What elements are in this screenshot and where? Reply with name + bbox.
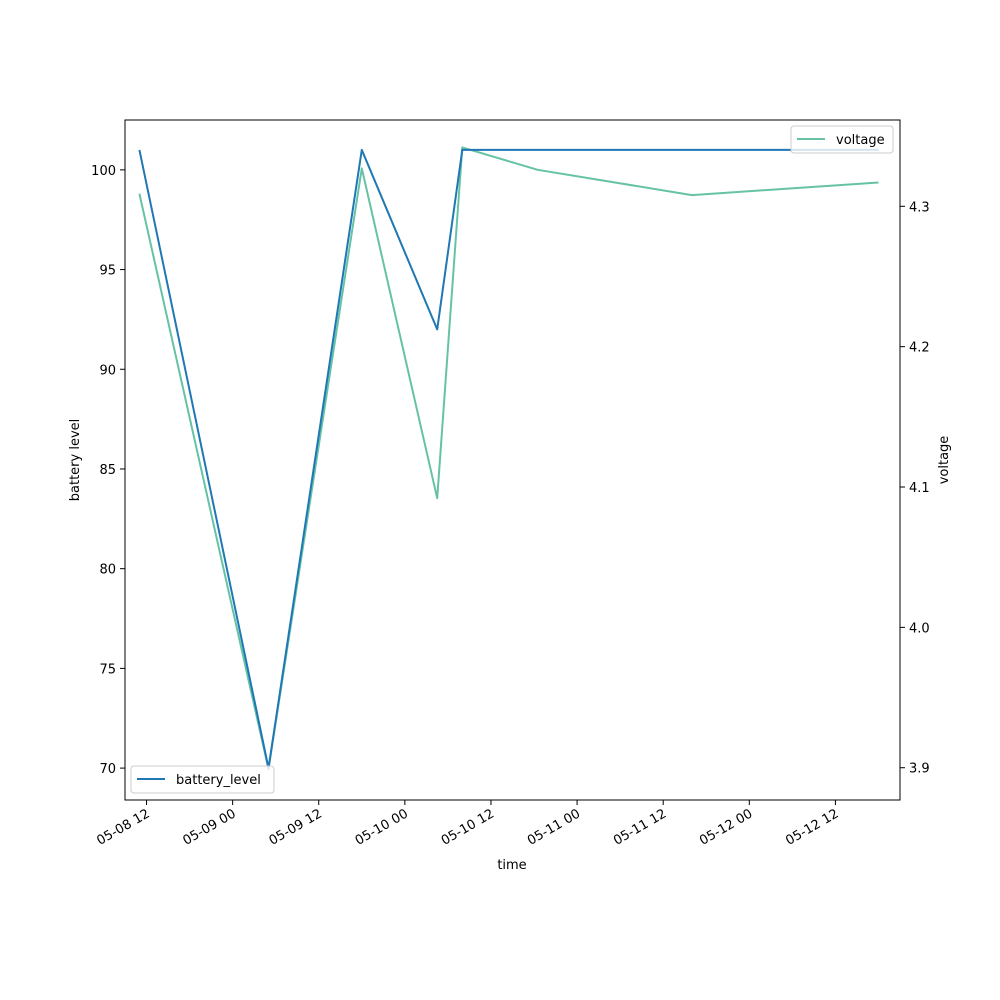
left-y-axis: 70 75 80 85 90 95 100	[91, 164, 125, 777]
right-y-tick-label: 4.1	[909, 481, 930, 496]
left-y-tick-label: 80	[99, 563, 116, 578]
x-axis-label: time	[497, 858, 526, 873]
right-y-tick-label: 4.3	[909, 200, 930, 215]
legend-label-voltage: voltage	[836, 133, 885, 148]
left-y-tick-label: 90	[99, 363, 116, 378]
left-y-tick-label: 100	[91, 164, 116, 179]
right-y-tick-label: 3.9	[909, 762, 930, 777]
plot-frame	[124, 119, 901, 801]
right-y-axis-label: voltage	[937, 436, 952, 485]
left-y-axis-label: battery level	[68, 419, 83, 502]
legend-box	[130, 765, 275, 794]
legend-battery-level: battery_level	[130, 765, 275, 794]
legend-box	[790, 125, 894, 154]
right-y-tick-label: 4.2	[909, 341, 930, 356]
legend-voltage: voltage	[790, 125, 894, 154]
left-y-tick-label: 75	[99, 662, 116, 677]
right-y-axis: 3.9 4.0 4.1 4.2 4.3	[900, 200, 930, 777]
left-y-tick-label: 85	[99, 463, 116, 478]
right-y-tick-label: 4.0	[909, 621, 930, 636]
left-y-tick-label: 70	[99, 762, 116, 777]
legend-label-battery-level: battery_level	[176, 773, 261, 788]
left-y-tick-label: 95	[99, 264, 116, 279]
